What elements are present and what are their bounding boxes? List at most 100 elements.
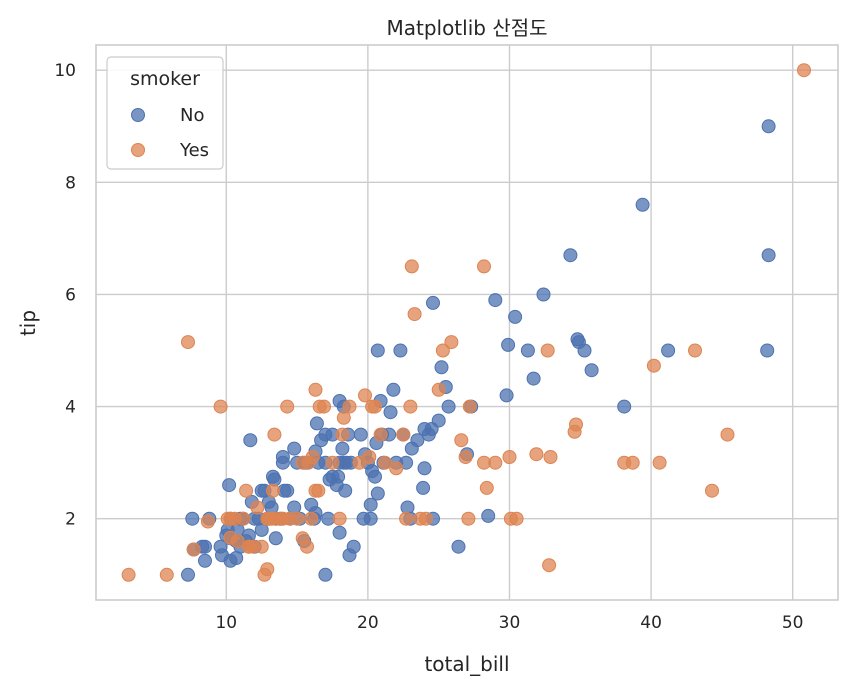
- data-point-yes: [362, 450, 377, 464]
- legend-marker-yes: [131, 143, 145, 157]
- data-point-yes: [239, 483, 254, 498]
- data-point-no: [268, 531, 283, 546]
- data-point-no: [441, 399, 456, 414]
- data-point-yes: [304, 511, 319, 526]
- legend: smoker No Yes: [106, 56, 224, 170]
- data-point-yes: [418, 511, 433, 526]
- data-point-yes: [404, 259, 419, 274]
- x-tick-label: 10: [215, 613, 237, 633]
- data-point-no: [536, 287, 551, 302]
- data-point-yes: [261, 511, 276, 526]
- data-point-yes: [336, 410, 351, 425]
- data-point-no: [309, 416, 324, 431]
- data-point-yes: [720, 427, 735, 442]
- data-point-yes: [290, 511, 305, 526]
- data-point-yes: [342, 399, 357, 414]
- data-point-yes: [305, 450, 320, 464]
- y-tick-label: 6: [65, 285, 76, 305]
- data-point-yes: [311, 483, 326, 498]
- data-point-no: [563, 248, 578, 263]
- data-point-no: [431, 413, 446, 428]
- data-point-no: [635, 197, 650, 212]
- data-point-no: [434, 360, 449, 375]
- data-point-no: [370, 486, 385, 501]
- y-axis-label: tip: [16, 310, 40, 336]
- data-point-yes: [542, 558, 557, 573]
- data-point-yes: [389, 461, 404, 476]
- data-point-no: [181, 567, 195, 582]
- data-point-no: [584, 363, 599, 378]
- data-point-yes: [236, 511, 251, 526]
- legend-label-yes: Yes: [179, 140, 209, 161]
- data-point-yes: [502, 450, 517, 464]
- data-point-no: [185, 511, 200, 526]
- data-point-yes: [250, 500, 265, 515]
- data-point-no: [499, 388, 514, 403]
- data-point-no: [287, 441, 302, 456]
- data-point-no: [577, 343, 592, 358]
- data-point-yes: [159, 567, 174, 582]
- data-point-no: [318, 567, 333, 582]
- data-point-no: [353, 427, 368, 442]
- data-point-yes: [267, 427, 282, 442]
- y-tick-labels: 2 4 6 8 10: [54, 61, 76, 529]
- data-point-no: [335, 441, 350, 456]
- x-tick-label: 20: [357, 613, 379, 633]
- data-point-no: [426, 295, 440, 310]
- data-point-no: [198, 553, 212, 568]
- data-point-yes: [396, 427, 411, 442]
- data-point-yes: [646, 358, 661, 373]
- data-point-no: [761, 248, 776, 263]
- data-point-yes: [403, 399, 418, 414]
- data-point-no: [338, 483, 353, 498]
- data-point-yes: [652, 455, 667, 470]
- data-point-no: [761, 119, 776, 134]
- legend-marker-no: [131, 108, 145, 122]
- data-point-no: [488, 293, 503, 308]
- data-point-no: [363, 511, 378, 526]
- data-point-no: [661, 343, 676, 358]
- data-point-yes: [308, 382, 323, 397]
- data-point-no: [481, 508, 496, 523]
- series-yes: [121, 63, 811, 582]
- data-point-yes: [431, 382, 446, 397]
- data-point-yes: [317, 399, 331, 414]
- data-point-yes: [200, 514, 215, 529]
- data-point-yes: [435, 343, 450, 358]
- data-point-no: [386, 382, 401, 397]
- data-point-yes: [275, 511, 290, 526]
- y-tick-label: 10: [54, 61, 76, 81]
- data-point-yes: [543, 450, 558, 464]
- data-point-no: [416, 480, 431, 495]
- data-point-yes: [332, 511, 347, 526]
- data-point-yes: [479, 480, 494, 495]
- chart-title: Matplotlib 산점도: [386, 16, 547, 40]
- data-point-no: [526, 371, 541, 386]
- data-point-yes: [540, 343, 555, 358]
- legend-label-no: No: [180, 105, 204, 126]
- data-point-yes: [358, 388, 372, 403]
- data-point-yes: [377, 455, 392, 470]
- data-point-yes: [373, 427, 388, 442]
- data-point-no: [370, 343, 385, 358]
- data-point-yes: [705, 483, 719, 498]
- data-point-no: [417, 461, 432, 476]
- data-point-no: [243, 433, 258, 448]
- data-point-yes: [509, 511, 524, 526]
- data-point-yes: [300, 539, 314, 554]
- data-point-no: [520, 343, 535, 358]
- y-tick-label: 4: [65, 398, 76, 418]
- y-tick-label: 8: [65, 173, 76, 193]
- data-point-no: [280, 483, 295, 498]
- data-point-yes: [454, 433, 469, 448]
- data-point-no: [501, 337, 516, 352]
- x-tick-label: 30: [499, 613, 521, 633]
- x-axis-label: total_bill: [424, 652, 509, 676]
- data-point-no: [222, 478, 237, 493]
- data-point-yes: [569, 417, 583, 432]
- data-point-yes: [368, 399, 382, 414]
- data-point-yes: [260, 562, 275, 577]
- data-point-yes: [477, 259, 491, 274]
- x-tick-label: 40: [640, 613, 662, 633]
